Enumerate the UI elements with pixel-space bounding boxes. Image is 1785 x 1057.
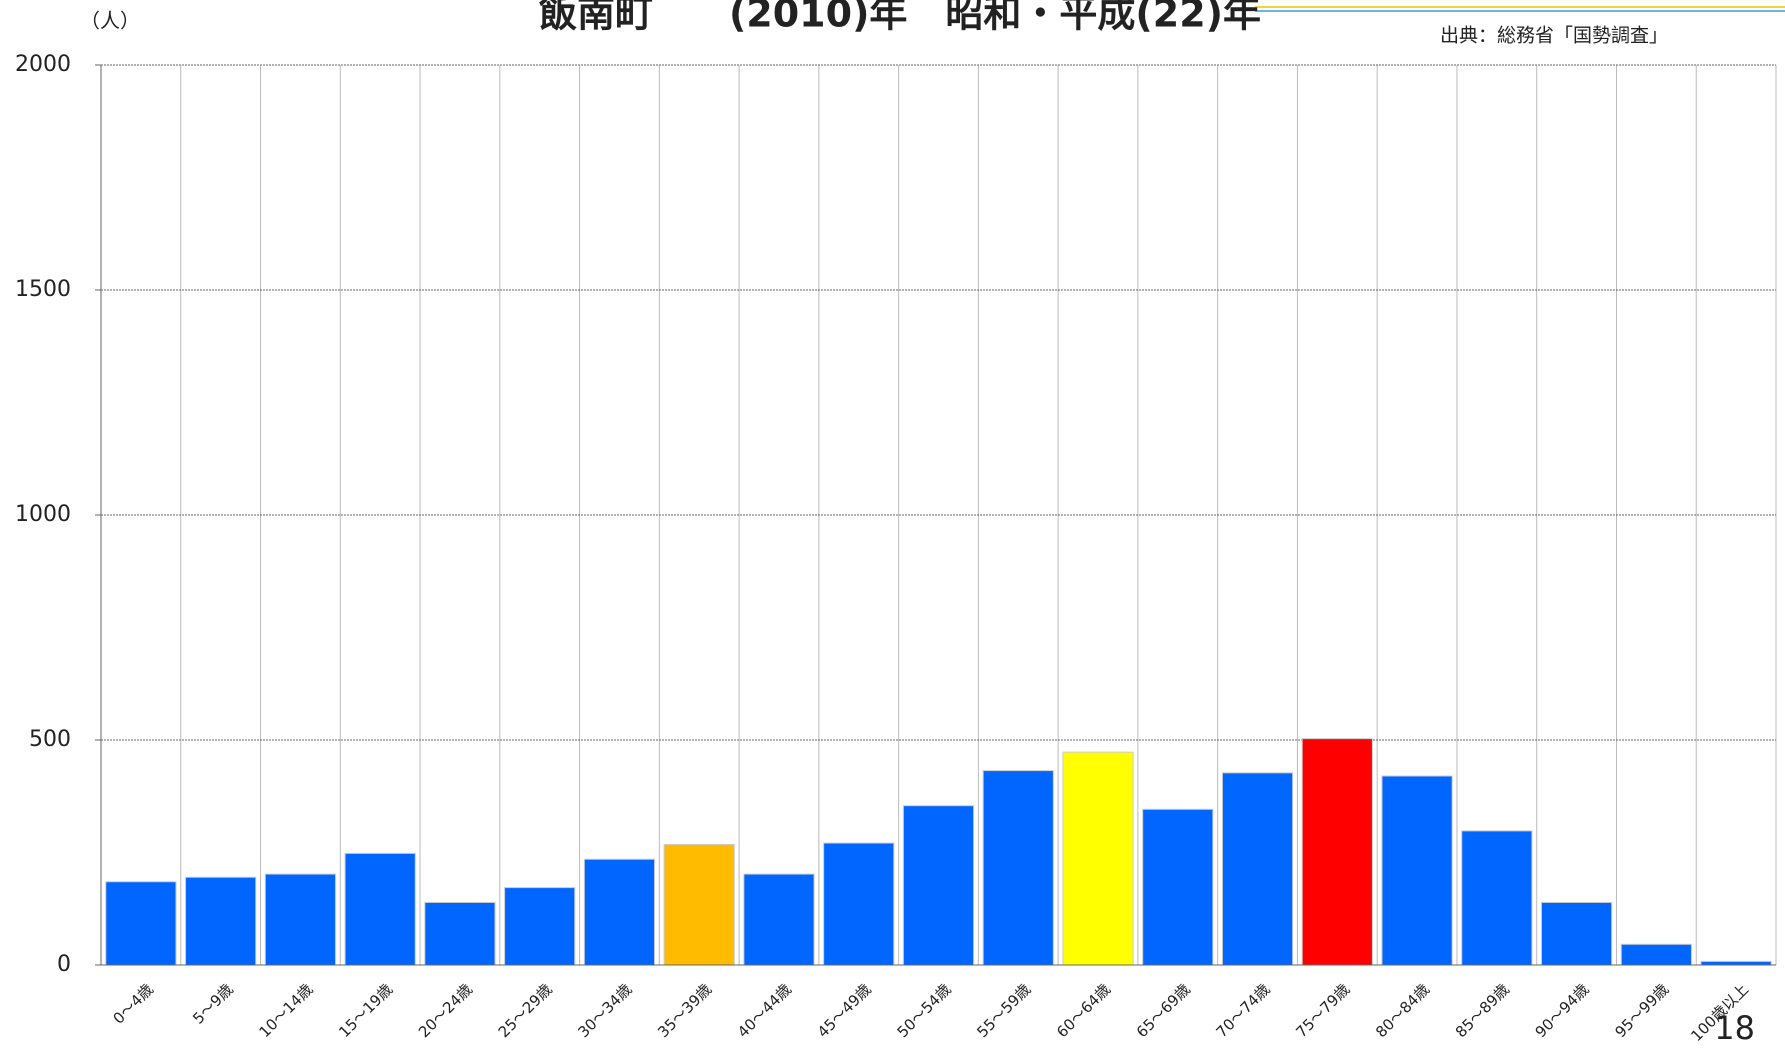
bar xyxy=(982,770,1054,966)
x-tick-label: 95～99歳 xyxy=(1611,980,1672,1041)
chart-title: 飯南町 (2010)年 昭和・平成(22)年 xyxy=(539,0,1261,36)
x-tick-label: 30～34歳 xyxy=(575,980,636,1041)
bar xyxy=(1142,808,1214,966)
bar xyxy=(1620,943,1692,966)
x-tick-label: 35～39歳 xyxy=(654,980,715,1041)
x-tick-label: 70～74歳 xyxy=(1213,980,1274,1041)
bar xyxy=(424,901,496,966)
bar xyxy=(1700,960,1772,966)
x-tick-label: 60～64歳 xyxy=(1053,980,1114,1041)
bar xyxy=(1301,738,1373,966)
x-tick-label: 90～94歳 xyxy=(1532,980,1593,1041)
y-tick-label: 500 xyxy=(29,727,71,752)
bar xyxy=(583,858,656,966)
x-tick-label: 55～59歳 xyxy=(973,980,1034,1041)
unit-label: （人） xyxy=(80,9,140,33)
x-tick-label: 75～79歳 xyxy=(1292,980,1353,1041)
bar xyxy=(902,805,975,966)
x-tick-label: 0～4歳 xyxy=(109,980,156,1027)
x-tick-label: 5～9歳 xyxy=(189,980,236,1027)
x-tick-label: 65～69歳 xyxy=(1133,980,1194,1041)
bar xyxy=(264,873,336,966)
x-tick-label: 40～44歳 xyxy=(734,980,795,1041)
bar xyxy=(185,876,257,966)
bar xyxy=(823,842,895,966)
bar xyxy=(1461,830,1533,966)
y-tick-label: 1500 xyxy=(15,277,71,302)
bar xyxy=(504,887,576,966)
bar xyxy=(1541,901,1613,966)
x-tick-label: 10～14歳 xyxy=(255,980,316,1041)
y-tick-label: 1000 xyxy=(15,502,71,527)
x-tick-label: 50～54歳 xyxy=(894,980,955,1041)
bar xyxy=(1221,772,1294,966)
x-tick-label: 20～24歳 xyxy=(415,980,476,1041)
x-tick-label: 15～19歳 xyxy=(335,980,396,1041)
bar xyxy=(743,873,815,966)
bar xyxy=(663,843,735,966)
bar xyxy=(105,881,177,966)
source: 出典：総務省「国勢調査」 xyxy=(1440,25,1668,47)
bar xyxy=(1062,751,1134,966)
bar xyxy=(1381,775,1453,966)
y-tick-label: 2000 xyxy=(15,52,71,77)
bar xyxy=(344,852,416,966)
x-tick-label: 80～84歳 xyxy=(1372,980,1433,1041)
x-tick-label: 45～49歳 xyxy=(814,980,875,1041)
page-number: 18 xyxy=(1714,1009,1755,1047)
x-tick-label: 25～29歳 xyxy=(495,980,556,1041)
x-tick-label: 85～89歳 xyxy=(1452,980,1513,1041)
y-tick-label: 0 xyxy=(57,952,71,977)
